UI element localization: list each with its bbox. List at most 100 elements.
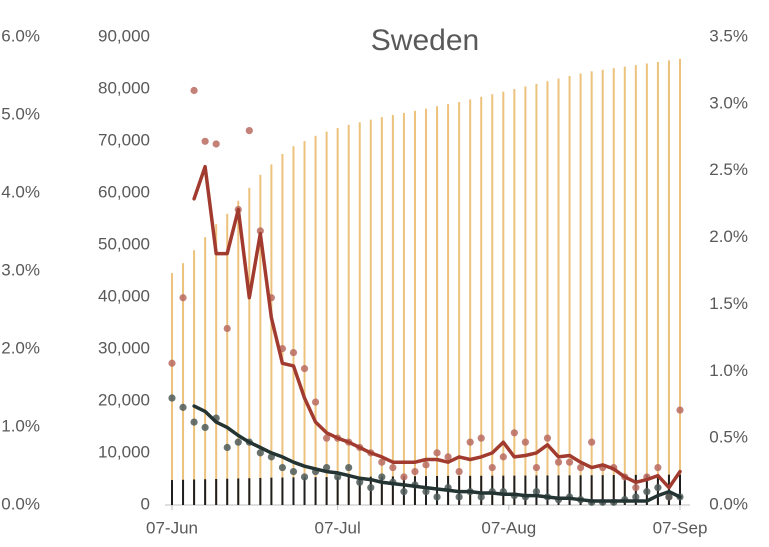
bar (469, 99, 472, 506)
bar (391, 115, 394, 505)
y2-tick-label: 0.5% (709, 428, 748, 447)
bar (667, 60, 670, 506)
bar (590, 71, 593, 505)
bar (270, 164, 273, 505)
bar (358, 122, 361, 505)
y-tick-label: 90,000 (98, 26, 150, 45)
y-tick-label: 50,000 (98, 234, 150, 253)
bar (645, 63, 648, 506)
dot (300, 473, 309, 481)
y-tick-label: 40,000 (98, 286, 150, 305)
bar (447, 104, 450, 505)
dot (411, 467, 419, 476)
bar (601, 475, 604, 505)
dot (311, 398, 320, 406)
bar (634, 65, 637, 505)
chart-title: Sweden (371, 24, 479, 57)
dot (300, 365, 309, 373)
dot (477, 434, 485, 442)
bar (491, 94, 494, 505)
dot (433, 449, 441, 457)
dot (466, 438, 474, 446)
bar (413, 110, 416, 505)
bar (546, 475, 549, 505)
y2-tick-label: 3.5% (709, 26, 748, 45)
bar (336, 128, 339, 505)
x-tick-label: 07-Jul (314, 518, 360, 537)
bar (535, 83, 538, 506)
dot (289, 467, 298, 476)
bar (226, 213, 229, 506)
dot (356, 478, 364, 486)
bar (380, 476, 383, 505)
y-tick-label: 70,000 (98, 130, 150, 149)
bar (259, 174, 262, 506)
dot (179, 294, 187, 302)
bar (292, 146, 295, 505)
bar (425, 108, 427, 505)
dot (499, 453, 507, 461)
bar (215, 479, 218, 505)
dot (588, 438, 596, 446)
bar (568, 76, 571, 505)
dot (378, 473, 386, 481)
dot (577, 463, 585, 472)
dot (521, 438, 529, 446)
bar (623, 474, 626, 505)
dot (345, 463, 353, 472)
dot (455, 493, 463, 501)
dot (632, 493, 640, 501)
dot (278, 463, 287, 472)
x-tick-label: 07-Sep (653, 518, 708, 537)
y-tick-label: 10,000 (98, 442, 150, 461)
bar (513, 89, 516, 505)
bar (215, 224, 218, 505)
y3-tick-label: 6.0% (1, 26, 40, 45)
bar (237, 478, 240, 505)
dot (632, 484, 640, 492)
dot (554, 458, 563, 466)
dot (510, 429, 518, 437)
y2-tick-label: 2.0% (709, 227, 748, 246)
dot (422, 461, 430, 469)
y3-tick-label: 2.0% (1, 338, 40, 357)
dot (201, 137, 209, 145)
bar (314, 477, 317, 505)
dot (168, 359, 176, 367)
bar (193, 250, 196, 505)
dot (532, 463, 541, 472)
y3-tick-label: 0.0% (1, 494, 40, 513)
bar (369, 119, 372, 506)
bar (546, 81, 549, 505)
y2-tick-label: 2.5% (709, 160, 748, 179)
dot (400, 488, 408, 496)
dot (245, 127, 253, 135)
bar (524, 86, 527, 506)
bar (204, 479, 207, 505)
dot (201, 423, 209, 432)
bar (380, 117, 383, 505)
dot (367, 484, 375, 492)
dot (676, 406, 684, 414)
dot (565, 458, 574, 466)
dot (378, 458, 386, 466)
bar (679, 474, 681, 505)
dot (455, 467, 463, 476)
y-tick-label: 20,000 (98, 390, 150, 409)
bar (171, 480, 173, 505)
dot (223, 324, 231, 333)
dot (444, 453, 452, 461)
x-tick-label: 07-Aug (481, 518, 536, 537)
bar (314, 135, 317, 506)
y-tick-label: 80,000 (98, 78, 150, 97)
bar (391, 476, 394, 505)
bar (281, 154, 284, 505)
bar (248, 478, 251, 505)
bar (281, 477, 284, 505)
y3-tick-label: 3.0% (1, 260, 40, 279)
bar (358, 476, 361, 505)
bar (336, 476, 339, 505)
dot (168, 394, 176, 402)
y-tick-label: 60,000 (98, 182, 150, 201)
